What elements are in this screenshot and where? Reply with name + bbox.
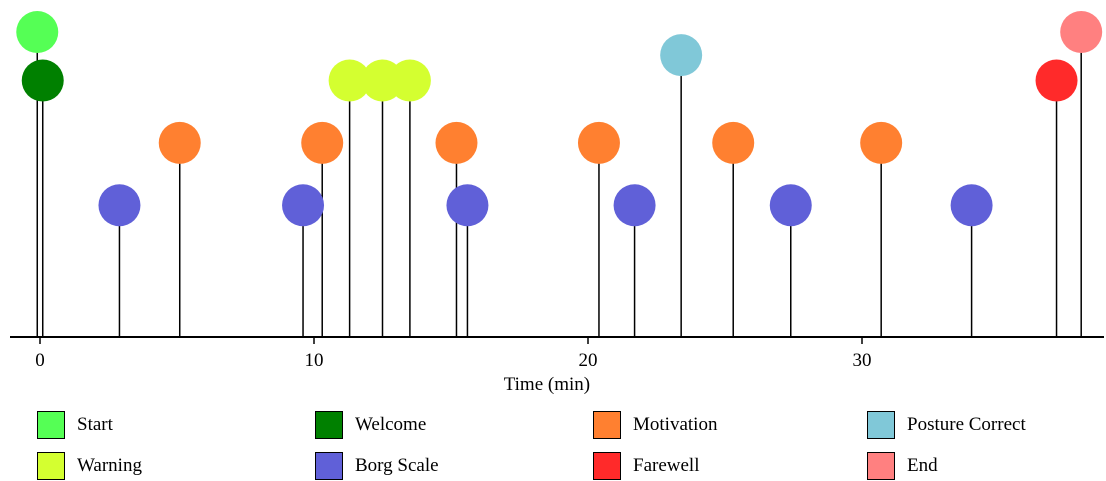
- motivation-marker: [860, 121, 903, 164]
- borg-scale-marker: [98, 184, 141, 227]
- x-tick-label: 30: [853, 350, 872, 371]
- end-marker: [1060, 11, 1103, 53]
- legend-swatch: [867, 452, 895, 480]
- motivation-marker: [712, 121, 755, 164]
- legend-item-farewell: Farewell: [593, 451, 699, 481]
- legend-item-posture-correct: Posture Correct: [867, 410, 1026, 440]
- motivation-marker: [577, 121, 620, 164]
- stems-layer: [36, 32, 1082, 337]
- welcome-marker: [21, 59, 64, 102]
- posture-correct-marker: [660, 34, 703, 77]
- borg-scale-marker: [613, 184, 656, 227]
- legend-label: Borg Scale: [355, 455, 439, 476]
- x-axis-title: Time (min): [504, 374, 590, 395]
- x-ticks: 0 10 20 30: [35, 337, 872, 371]
- legend-swatch: [593, 411, 621, 439]
- legend-swatch: [37, 452, 65, 480]
- legend-label: Motivation: [633, 414, 718, 435]
- x-tick-label: 0: [35, 350, 45, 371]
- motivation-marker: [158, 121, 201, 164]
- borg-scale-marker: [282, 184, 325, 227]
- legend-label: Posture Correct: [907, 414, 1026, 435]
- borg-scale-marker: [769, 184, 812, 227]
- borg-scale-marker: [446, 184, 489, 227]
- legend-swatch: [315, 452, 343, 480]
- motivation-marker: [435, 121, 478, 164]
- farewell-marker: [1035, 59, 1078, 102]
- borg-scale-marker: [950, 184, 993, 227]
- warning-marker: [328, 59, 371, 102]
- legend-item-welcome: Welcome: [315, 410, 426, 440]
- legend-label: End: [907, 455, 938, 476]
- legend-swatch: [593, 452, 621, 480]
- start-marker: [16, 11, 59, 53]
- legend-swatch: [867, 411, 895, 439]
- x-tick-label: 10: [305, 350, 324, 371]
- legend-item-warning: Warning: [37, 451, 142, 481]
- legend-item-start: Start: [37, 410, 113, 440]
- legend-item-motivation: Motivation: [593, 410, 717, 440]
- x-tick-label: 20: [579, 350, 598, 371]
- legend-swatch: [315, 411, 343, 439]
- legend-item-borg-scale: Borg Scale: [315, 451, 439, 481]
- legend-label: Start: [77, 414, 113, 435]
- legend-swatch: [37, 411, 65, 439]
- motivation-marker: [301, 121, 344, 164]
- markers-layer: [16, 11, 1103, 227]
- legend-label: Farewell: [633, 455, 700, 476]
- legend-label: Welcome: [355, 414, 427, 435]
- legend-item-end: End: [867, 451, 938, 481]
- warning-marker: [388, 59, 431, 102]
- legend: Start Welcome Motivation Posture Correct War…: [0, 400, 1106, 481]
- legend-label: Warning: [77, 455, 142, 476]
- event-timeline-chart: 0 10 20 30 Time (min): [10, 11, 1104, 395]
